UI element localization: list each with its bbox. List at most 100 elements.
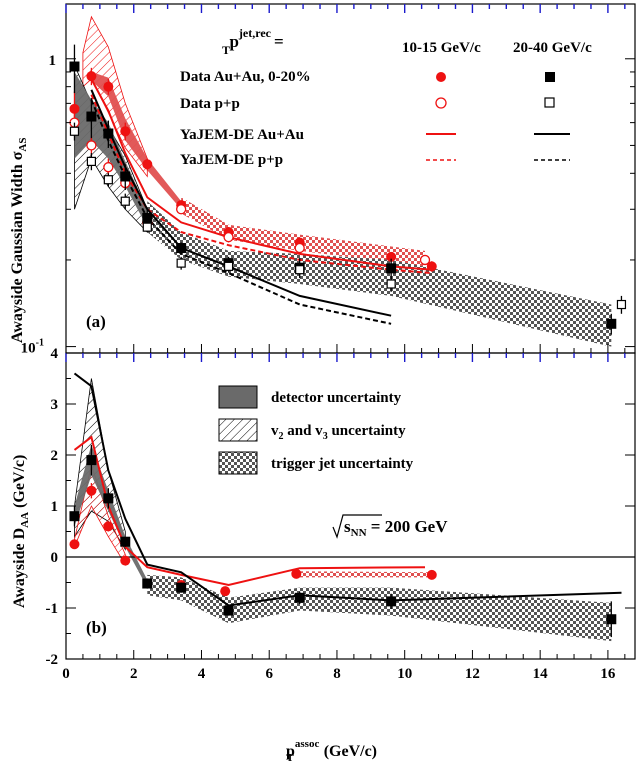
y-tick-label-3: 3 — [51, 397, 59, 413]
energy-annotation: sNN = 200 GeV — [332, 514, 448, 539]
point-b-0-5 — [220, 586, 231, 597]
point-a-1-7 — [294, 242, 305, 254]
point-a-1-5 — [176, 204, 187, 215]
model-line-b-0 — [73, 435, 426, 587]
x-tick-label-16: 16 — [600, 666, 616, 682]
point-b-1-4 — [142, 578, 153, 589]
legend-marker-black-filled-square — [545, 72, 555, 82]
panel-b-model-lines — [73, 372, 622, 607]
legend-detector-label: detector uncertainty — [271, 390, 402, 406]
x-tick-label-8: 8 — [333, 666, 341, 682]
point-b-1-3 — [120, 536, 131, 547]
point-b-0-6 — [291, 568, 302, 579]
panel-b-ylabel: Awayside DAA (GeV/c) — [11, 455, 31, 608]
legend-marker-red-open-circle — [435, 97, 447, 109]
point-a-2-5 — [176, 243, 187, 254]
y-tick-label-1: 1 — [51, 499, 59, 515]
point-a-1-8 — [419, 254, 431, 266]
legend-marker-black-open-square — [544, 97, 555, 108]
point-a-0-0 — [69, 103, 80, 114]
y-tick-label-4: 4 — [51, 346, 59, 362]
point-a-2-1 — [86, 111, 97, 122]
y-tick-label-0: 0 — [51, 550, 59, 566]
point-a-3-6 — [223, 261, 234, 271]
legend-row-data-auau: Data Au+Au, 0-20% — [180, 69, 311, 85]
point-b-1-8 — [386, 596, 397, 607]
legend-marker-red-filled-circle — [436, 72, 446, 82]
x-axis-label: passoc T (GeV/c) — [286, 738, 377, 764]
model-line-a-0 — [90, 78, 432, 271]
point-a-1-6 — [223, 232, 234, 243]
x-tick-label-12: 12 — [465, 666, 480, 682]
panel-a-ylabel: Awayside Gaussian Width σAS — [9, 138, 29, 344]
point-a-1-2 — [103, 162, 114, 173]
point-a-2-2 — [103, 128, 114, 139]
point-a-3-2 — [103, 175, 113, 185]
legend-row-yajem-auau: YaJEM-DE Au+Au — [180, 127, 304, 143]
panel-b-bands — [74, 378, 612, 642]
y-tick-label-a-1: 10-1 — [21, 338, 44, 357]
band-a-2 — [181, 197, 425, 267]
band-b-3 — [147, 574, 612, 642]
y-tick-label--2: -2 — [46, 652, 59, 668]
band-b-4 — [296, 571, 432, 578]
model-line-b-1 — [73, 372, 622, 607]
sqrt-symbol — [332, 514, 382, 539]
legend-v2v3-label: v2 and v3 uncertainty — [271, 423, 406, 442]
energy-text: sNN = 200 GeV — [344, 517, 448, 539]
point-a-2-4 — [142, 212, 153, 223]
legend-trigger-label: trigger jet uncertainty — [271, 456, 414, 472]
panel-a-legend: pjet,rec T = 10-15 GeV/c 20-40 GeV/c Data … — [180, 26, 592, 168]
point-b-0-3 — [120, 555, 131, 566]
x-tick-label-0: 0 — [62, 666, 70, 682]
point-b-1-1 — [86, 455, 97, 466]
model-line-a-1 — [90, 94, 432, 275]
point-a-2-9 — [606, 318, 617, 329]
x-tick-label-6: 6 — [265, 666, 273, 682]
point-a-3-0 — [69, 126, 80, 136]
x-tick-label-14: 14 — [533, 666, 549, 682]
point-a-0-4 — [142, 159, 153, 170]
legend-swatch-detector — [218, 385, 258, 409]
y-tick-label-a-0: 1 — [49, 53, 57, 69]
point-a-2-0 — [69, 61, 80, 72]
legend-row-data-pp: Data p+p — [180, 96, 240, 112]
legend-row-yajem-pp: YaJEM-DE p+p — [180, 152, 283, 168]
panel-b-legend: detector uncertainty v2 and v3 uncertain… — [218, 385, 414, 475]
point-a-0-3 — [120, 126, 131, 137]
point-a-3-3 — [120, 196, 130, 206]
point-a-3-7 — [295, 265, 305, 275]
point-b-1-9 — [606, 614, 617, 625]
point-b-1-2 — [103, 493, 114, 504]
panel-a: 1 10-1 (a) Awayside Gaussian Width σAS pj… — [9, 3, 636, 357]
legend-swatch-v2v3 — [218, 418, 258, 442]
point-b-1-7 — [294, 592, 305, 603]
model-line-a-3 — [90, 99, 392, 325]
x-tick-label-2: 2 — [130, 666, 138, 682]
point-b-1-5 — [176, 582, 187, 593]
x-tick-label-4: 4 — [198, 666, 206, 682]
point-a-3-9 — [616, 299, 627, 310]
point-b-0-2 — [103, 521, 114, 532]
panel-a-label: (a) — [86, 312, 106, 331]
x-tick-label-10: 10 — [397, 666, 412, 682]
legend-title: pjet,rec T = — [222, 26, 284, 57]
point-b-0-7 — [426, 569, 437, 580]
point-a-3-5 — [176, 258, 186, 268]
panel-a-ticks: 1 10-1 — [21, 4, 635, 357]
point-a-1-1 — [86, 140, 97, 151]
legend-swatch-trigger — [218, 451, 258, 475]
panel-a-bands — [74, 15, 612, 347]
band-a-5 — [147, 201, 612, 347]
panel-a-data-points — [69, 44, 627, 335]
point-a-0-1 — [86, 71, 97, 82]
panel-b-data-points — [69, 444, 617, 638]
point-a-3-1 — [86, 156, 97, 166]
point-b-1-0 — [69, 511, 80, 522]
legend-col-2: 20-40 GeV/c — [513, 40, 592, 56]
point-a-2-3 — [120, 171, 131, 182]
legend-col-1: 10-15 GeV/c — [402, 40, 481, 56]
point-a-3-8 — [386, 279, 396, 289]
